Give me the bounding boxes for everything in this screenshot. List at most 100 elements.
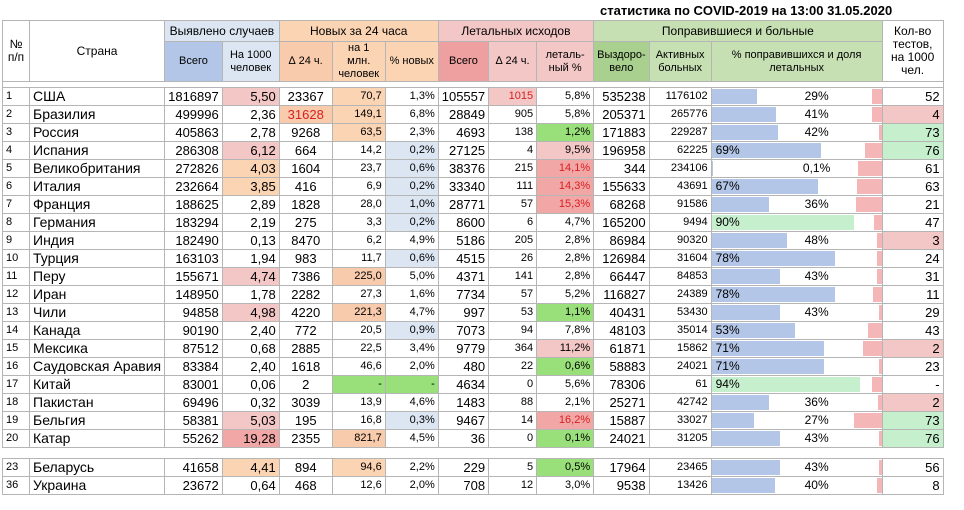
row-pctnew: -: [384, 375, 439, 394]
row-pctnew: 4,5%: [384, 429, 439, 448]
row-per1m: 221,3: [331, 303, 386, 322]
row-deaths-d24: 138: [488, 123, 538, 142]
row-share: 43%: [710, 429, 883, 448]
row-d24: 3039: [278, 393, 333, 412]
row-d24: 2355: [278, 429, 333, 448]
row-per1000: 2,36: [221, 105, 280, 124]
table-row: 3 Россия 405863 2,78 9268 63,5 2,3% 4693 138 1,2%…: [2, 123, 944, 142]
col-tests: Кол-во тестов, на 1000 чел.: [881, 20, 944, 82]
row-total: 69496: [164, 393, 223, 412]
lethal-share-bar: [876, 233, 882, 248]
row-total: 55262: [164, 429, 223, 448]
row-share: 78%: [710, 285, 883, 304]
row-pctnew: 0,2%: [384, 141, 439, 160]
row-share: 67%: [710, 177, 883, 196]
row-pctnew: 4,9%: [384, 231, 439, 250]
row-lethal: 5,8%: [536, 105, 595, 124]
row-total: 272826: [164, 159, 223, 178]
row-active: 53430: [648, 303, 712, 322]
row-num: 1: [2, 87, 30, 106]
row-deaths: 708: [437, 476, 490, 495]
row-d24: 2: [278, 375, 333, 394]
row-lethal: 2,8%: [536, 267, 595, 286]
table-row: 12 Иран 148950 1,78 2282 27,3 1,6% 7734 57 5,2% 11…: [2, 285, 944, 304]
row-pctnew: 2,0%: [384, 476, 439, 495]
row-tests: 24: [881, 249, 944, 268]
recovery-share-bar: [712, 323, 796, 338]
row-tests: 31: [881, 267, 944, 286]
row-deaths: 4693: [437, 123, 490, 142]
row-total: 499996: [164, 105, 223, 124]
row-recovered: 68268: [593, 195, 650, 214]
row-tests: 4: [881, 105, 944, 124]
row-pctnew: 2,2%: [384, 458, 439, 477]
recovery-share-bar: [712, 179, 818, 194]
row-lethal: 5,2%: [536, 285, 595, 304]
row-per1000: 3,85: [221, 177, 280, 196]
recovery-share-bar: [712, 89, 758, 104]
table-row: 13 Чили 94858 4,98 4220 221,3 4,7% 997 53 1,1% 404…: [2, 303, 944, 322]
row-share: 43%: [710, 267, 883, 286]
row-country: Италия: [28, 177, 166, 196]
row-per1m: 63,5: [331, 123, 386, 142]
row-deaths-d24: 1015: [488, 87, 538, 106]
lethal-share-bar: [876, 478, 882, 493]
row-per1000: 1,94: [221, 249, 280, 268]
row-pctnew: 1,0%: [384, 195, 439, 214]
row-deaths-d24: 141: [488, 267, 538, 286]
row-num: 11: [2, 267, 30, 286]
share-label: 94%: [715, 377, 740, 391]
table-row: 2 Бразилия 499996 2,36 31628 149,1 6,8% 28849 90…: [2, 105, 944, 124]
row-share: 0,1%: [710, 159, 883, 178]
row-deaths-d24: 26: [488, 249, 538, 268]
group-detected: Выявлено случаев: [164, 20, 280, 42]
row-lethal: 16,2%: [536, 411, 595, 430]
row-total: 90190: [164, 321, 223, 340]
row-recovered: 165200: [593, 213, 650, 232]
row-deaths: 480: [437, 357, 490, 376]
row-deaths: 33340: [437, 177, 490, 196]
row-country: Испания: [28, 141, 166, 160]
row-total: 163103: [164, 249, 223, 268]
row-pctnew: 0,9%: [384, 321, 439, 340]
lethal-share-bar: [868, 323, 882, 338]
row-recovered: 155633: [593, 177, 650, 196]
row-total: 286308: [164, 141, 223, 160]
row-total: 155671: [164, 267, 223, 286]
recovery-share-bar: [712, 431, 780, 446]
recovery-share-bar: [712, 215, 854, 230]
lethal-share-bar: [879, 431, 882, 446]
row-recovered: 48103: [593, 321, 650, 340]
share-label: 71%: [715, 359, 740, 373]
row-pctnew: 2,0%: [384, 357, 439, 376]
table-row: 19 Бельгия 58381 5,03 195 16,8 0,3% 9467 14 16,2%…: [2, 411, 944, 430]
row-share: 69%: [710, 141, 883, 160]
row-deaths: 997: [437, 303, 490, 322]
row-deaths: 38376: [437, 159, 490, 178]
row-share: 41%: [710, 105, 883, 124]
row-d24: 983: [278, 249, 333, 268]
lethal-share-bar: [872, 377, 882, 392]
table-gap: [3, 448, 944, 459]
row-total: 94858: [164, 303, 223, 322]
row-country: Бразилия: [28, 105, 166, 124]
row-active: 9494: [648, 213, 712, 232]
row-share: 43%: [710, 458, 883, 477]
row-pctnew: 1,3%: [384, 87, 439, 106]
col-active: Активных больных: [648, 41, 712, 82]
share-label: 78%: [715, 287, 740, 301]
row-tests: 2: [881, 339, 944, 358]
row-recovered: 40431: [593, 303, 650, 322]
row-country: США: [28, 87, 166, 106]
row-deaths-d24: 905: [488, 105, 538, 124]
lethal-share-bar: [879, 305, 882, 320]
row-per1m: 46,6: [331, 357, 386, 376]
table-row: 6 Италия 232664 3,85 416 6,9 0,2% 33340 111 14,3%…: [2, 177, 944, 196]
row-pctnew: 5,0%: [384, 267, 439, 286]
lethal-share-bar: [879, 359, 882, 374]
share-label: 43%: [804, 269, 829, 283]
row-per1000: 0,13: [221, 231, 280, 250]
row-d24: 2885: [278, 339, 333, 358]
row-tests: 23: [881, 357, 944, 376]
row-d24: 23367: [278, 87, 333, 106]
